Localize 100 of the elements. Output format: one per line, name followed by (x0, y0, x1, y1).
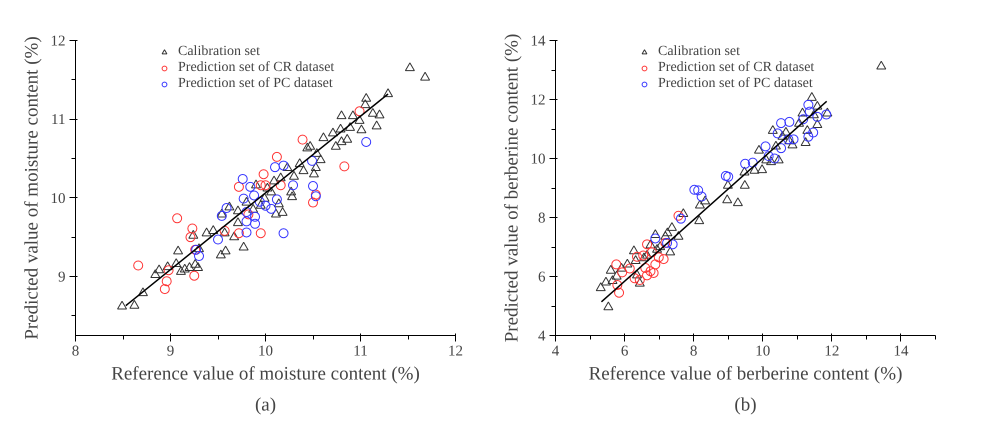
point (272, 152, 282, 162)
point (676, 214, 686, 224)
point (642, 239, 652, 250)
point (242, 216, 252, 226)
point (260, 180, 270, 190)
point (650, 229, 660, 238)
point (254, 196, 265, 207)
point (740, 158, 750, 169)
point (596, 282, 606, 292)
point (689, 184, 700, 195)
point (658, 254, 669, 264)
point (694, 200, 705, 209)
point (646, 266, 656, 276)
x-tick-label: 11 (353, 344, 368, 360)
x-tick-label: 12 (448, 344, 463, 360)
point (606, 264, 616, 274)
point (739, 166, 750, 176)
point (308, 198, 318, 208)
point (794, 118, 804, 127)
point (770, 140, 781, 150)
legend-label: Prediction set of CR dataset (658, 60, 814, 76)
point (612, 280, 622, 290)
point (278, 160, 289, 171)
point (242, 227, 252, 238)
point (278, 228, 289, 238)
y-tick-label: 12 (50, 34, 66, 50)
point (238, 174, 248, 184)
y-tick-label: 12 (530, 92, 546, 108)
point (648, 268, 659, 278)
y-tick-label: 6 (538, 270, 546, 286)
point (213, 234, 223, 245)
point (777, 130, 788, 140)
point (776, 118, 786, 128)
point (768, 125, 778, 134)
point (808, 109, 819, 118)
point (761, 154, 772, 164)
x-axis-title: Reference value of moisture content (%) (111, 364, 420, 384)
point (216, 210, 227, 221)
point (630, 273, 640, 284)
point (722, 194, 732, 204)
point (611, 259, 622, 270)
point (646, 240, 656, 248)
point (628, 245, 639, 254)
x-tick-label: 9 (166, 344, 174, 360)
y-tick-label: 10 (50, 190, 66, 207)
point (249, 190, 260, 200)
point (812, 100, 822, 110)
point (270, 162, 280, 172)
point (642, 250, 652, 259)
point (696, 192, 707, 202)
point (260, 200, 270, 211)
point (803, 132, 814, 142)
legend-label: Prediction set of PC dataset (178, 76, 333, 92)
point (812, 119, 822, 128)
legend-label: Prediction set of CR dataset (178, 60, 334, 76)
point (808, 128, 818, 138)
point (802, 125, 812, 134)
x-tick-label: 12 (824, 344, 840, 360)
point (266, 204, 276, 214)
x-tick-label: 14 (893, 344, 909, 360)
point (798, 114, 808, 124)
point (307, 156, 318, 166)
point (243, 209, 254, 220)
point (764, 151, 774, 162)
point (256, 228, 266, 238)
point (774, 154, 784, 164)
point (250, 212, 260, 222)
point (256, 180, 266, 190)
point (250, 218, 260, 229)
point (616, 262, 626, 272)
point (298, 134, 308, 145)
point (194, 251, 204, 262)
x-tick-label: 10 (258, 344, 273, 360)
point (784, 116, 794, 127)
point (798, 108, 808, 116)
point (749, 164, 760, 174)
point (766, 156, 776, 166)
point (172, 213, 182, 224)
point (693, 185, 704, 196)
point (757, 164, 768, 174)
point (666, 222, 677, 231)
point (722, 180, 733, 189)
point (245, 182, 256, 192)
point (876, 60, 886, 70)
point (276, 180, 286, 190)
point (612, 270, 622, 280)
point (806, 92, 817, 101)
point (655, 241, 666, 250)
point (646, 247, 657, 258)
y-tick-label: 4 (538, 328, 546, 344)
point (339, 161, 350, 172)
point (673, 230, 684, 240)
point (189, 270, 200, 281)
y-tick-label: 10 (530, 152, 546, 168)
point (770, 154, 780, 164)
legend-label: Prediction set of PC dataset (658, 76, 813, 92)
point (654, 252, 664, 262)
point (234, 182, 244, 192)
y-tick-label: 11 (51, 112, 66, 128)
point (242, 207, 252, 217)
